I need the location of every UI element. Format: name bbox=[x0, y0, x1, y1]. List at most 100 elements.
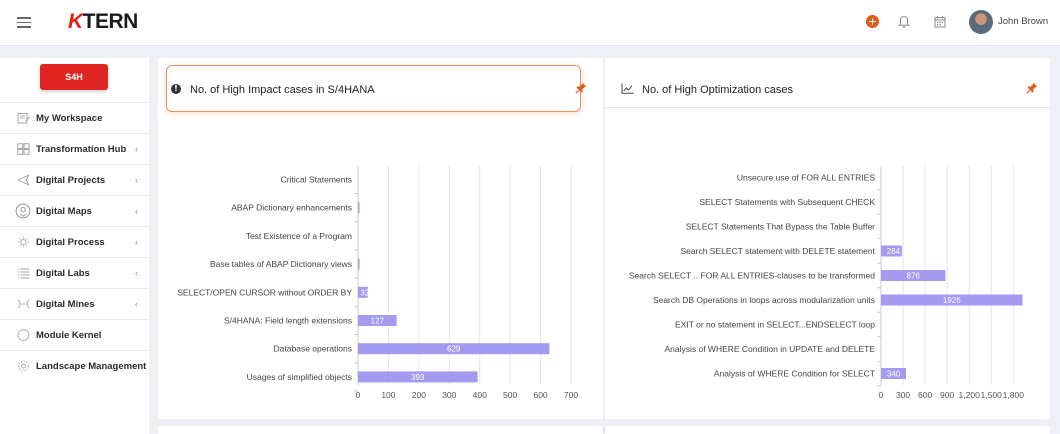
sidebar-item-label: Landscape Management bbox=[36, 361, 147, 372]
sidebar-item-digital-labs[interactable]: Digital Labs ‹ bbox=[0, 257, 149, 288]
x-tick-label: 0 bbox=[879, 390, 884, 400]
category-label: Unsecure use of FOR ALL ENTRIES bbox=[737, 173, 875, 183]
panel-divider bbox=[605, 107, 1050, 108]
chevron-left-icon: ‹ bbox=[135, 237, 138, 247]
bar-data-label: 127 bbox=[371, 317, 385, 326]
bar-data-label: 284 bbox=[887, 247, 901, 256]
x-tick-label: 900 bbox=[940, 390, 954, 400]
high-impact-panel bbox=[158, 58, 603, 419]
category-label: Search SELECT statement with DELETE stat… bbox=[681, 246, 876, 256]
workspace-icon bbox=[17, 113, 30, 124]
high-impact-title: No. of High Impact cases in S/4HANA bbox=[190, 84, 375, 96]
high-optimization-chart: 0 300 600 900 1,200 1,500 1,800 Unsecure use of… bbox=[629, 166, 1025, 400]
category-label: Usages of simplified objects bbox=[247, 372, 352, 382]
send-icon bbox=[17, 174, 30, 186]
sidebar-item-my-workspace[interactable]: My Workspace bbox=[0, 102, 149, 133]
bar[interactable] bbox=[358, 315, 397, 326]
category-label: S/4HANA: Field length extensions bbox=[224, 316, 352, 326]
user-avatar[interactable] bbox=[969, 10, 993, 34]
chevron-left-icon: ‹ bbox=[135, 206, 138, 216]
high-impact-header[interactable] bbox=[166, 65, 581, 112]
category-label: Search DB Operations in loops across mod… bbox=[653, 295, 875, 305]
sidebar-item-label: Digital Maps bbox=[36, 206, 92, 217]
x-tick-label: 600 bbox=[918, 390, 932, 400]
user-name[interactable]: John Brown bbox=[998, 16, 1049, 27]
calendar-icon[interactable] bbox=[932, 14, 948, 30]
bar[interactable] bbox=[358, 371, 478, 383]
high-optimization-panel bbox=[605, 58, 1050, 419]
sidebar-item-digital-process[interactable]: Digital Process ‹ bbox=[0, 226, 149, 257]
bell-icon[interactable] bbox=[896, 14, 912, 30]
bar[interactable] bbox=[358, 202, 360, 214]
bar[interactable] bbox=[881, 270, 946, 281]
chevron-left-icon: ‹ bbox=[135, 268, 138, 278]
bar[interactable] bbox=[358, 343, 550, 355]
bar-data-label: 340 bbox=[887, 370, 901, 379]
line-chart-icon bbox=[621, 83, 634, 94]
pin-icon[interactable] bbox=[1026, 82, 1038, 94]
category-label: SELECT Statements with Subsequent CHECK bbox=[699, 197, 875, 207]
bar[interactable] bbox=[881, 368, 906, 379]
bar[interactable] bbox=[358, 286, 368, 298]
sidebar-item-label: Digital Labs bbox=[36, 268, 90, 279]
sidebar-item-digital-maps[interactable]: Digital Maps ‹ bbox=[0, 195, 149, 226]
category-label: Base tables of ABAP Dictionary views bbox=[210, 259, 352, 269]
bar[interactable] bbox=[358, 258, 360, 270]
bar-data-label: 629 bbox=[447, 345, 461, 354]
panel-separator bbox=[603, 426, 605, 434]
sidebar-item-label: Module Kernel bbox=[36, 330, 102, 341]
logo-k: K bbox=[68, 10, 83, 33]
x-tick-label: 300 bbox=[442, 390, 456, 400]
map-icon bbox=[15, 203, 31, 219]
pin-icon[interactable] bbox=[575, 82, 587, 94]
bar-data-label: 32 bbox=[360, 288, 369, 297]
sidebar-item-label: Transformation Hub bbox=[36, 144, 127, 155]
s4h-button[interactable]: S4H bbox=[40, 64, 108, 90]
top-bar: KTERN John Brown bbox=[0, 0, 1060, 46]
category-label: Test Existence of a Program bbox=[246, 231, 352, 241]
add-icon[interactable] bbox=[866, 15, 879, 28]
x-tick-label: 500 bbox=[503, 390, 517, 400]
ktern-logo[interactable]: KTERN bbox=[68, 10, 138, 34]
category-label: Database operations bbox=[274, 344, 352, 354]
sidebar-item-landscape-management[interactable]: Landscape Management bbox=[0, 350, 149, 381]
grid-icon bbox=[17, 143, 30, 155]
x-tick-label: 600 bbox=[533, 390, 547, 400]
category-label: Analysis of WHERE Condition for SELECT bbox=[714, 369, 875, 379]
sidebar-item-label: My Workspace bbox=[36, 113, 103, 124]
sidebar-item-label: Digital Mines bbox=[36, 299, 95, 310]
sidebar-item-label: Digital Projects bbox=[36, 175, 106, 186]
x-tick-label: 1,200 bbox=[959, 390, 981, 400]
sidebar-item-module-kernel[interactable]: Module Kernel bbox=[0, 319, 149, 350]
sidebar-item-digital-mines[interactable]: Digital Mines ‹ bbox=[0, 288, 149, 319]
bar-data-label: 393 bbox=[411, 373, 425, 382]
category-label: SELECT/OPEN CURSOR without ORDER BY bbox=[177, 287, 352, 297]
x-tick-label: 1,500 bbox=[981, 390, 1003, 400]
bar[interactable] bbox=[881, 245, 902, 257]
bar[interactable] bbox=[881, 294, 1023, 306]
high-optimization-title: No. of High Optimization cases bbox=[642, 84, 794, 96]
x-tick-label: 400 bbox=[473, 390, 487, 400]
x-tick-label: 1,800 bbox=[1003, 390, 1025, 400]
x-tick-label: 700 bbox=[564, 390, 578, 400]
sidebar: S4H My Workspace Transformation Hub ‹ Di… bbox=[0, 58, 149, 434]
sidebar-item-digital-projects[interactable]: Digital Projects ‹ bbox=[0, 164, 149, 195]
menu-icon[interactable] bbox=[17, 17, 31, 28]
logo-text: TERN bbox=[82, 10, 139, 33]
gear-icon bbox=[18, 236, 29, 248]
bar-data-label: 876 bbox=[907, 272, 921, 281]
sidebar-item-label: Digital Process bbox=[36, 237, 105, 248]
category-label: SELECT Statements That Bypass the Table … bbox=[686, 222, 875, 232]
sidebar-item-transformation-hub[interactable]: Transformation Hub ‹ bbox=[0, 133, 149, 164]
x-tick-label: 0 bbox=[356, 390, 361, 400]
list-icon bbox=[17, 268, 30, 279]
chevron-left-icon: ‹ bbox=[135, 175, 138, 185]
category-label: Critical Statements bbox=[281, 175, 352, 185]
settings-icon bbox=[18, 360, 29, 372]
x-tick-label: 200 bbox=[412, 390, 426, 400]
mines-icon bbox=[17, 299, 30, 309]
x-tick-label: 300 bbox=[896, 390, 910, 400]
category-label: ABAP Dictionary enhancements bbox=[231, 203, 352, 213]
category-label: EXIT or no statement in SELECT...ENDSELE… bbox=[675, 320, 875, 330]
chevron-left-icon: ‹ bbox=[135, 144, 138, 154]
